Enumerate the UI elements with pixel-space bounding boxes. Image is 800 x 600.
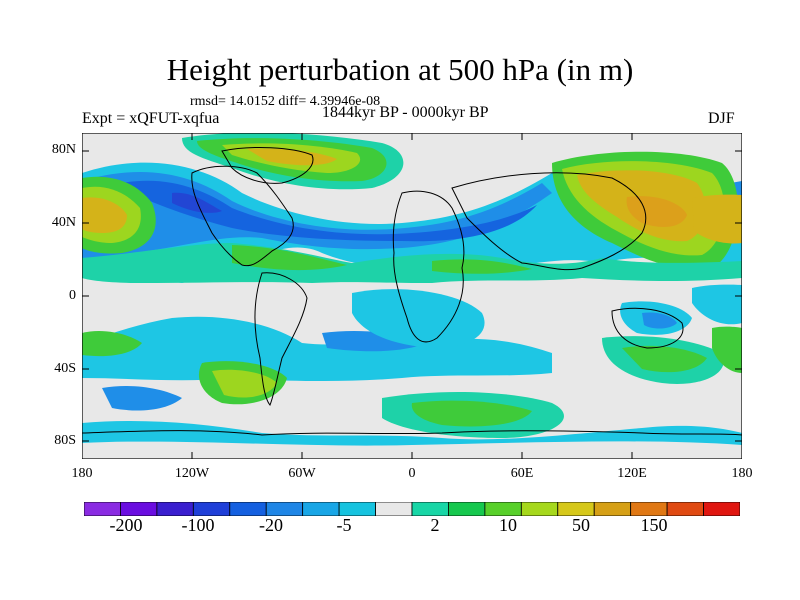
indian-ocean-negative <box>352 289 485 348</box>
axis-ticks <box>82 133 742 459</box>
colorbar-box <box>666 502 704 516</box>
colorbar-label-50: 50 <box>572 515 590 535</box>
south-pacific-positive <box>82 331 142 357</box>
contour-fields <box>82 133 742 459</box>
lat-label-0: 0 <box>69 288 76 303</box>
lon-label-180-west: 180 <box>71 466 93 481</box>
colorbar-label-2: 2 <box>430 515 440 535</box>
south-america-coast <box>254 272 308 406</box>
colorbar-box <box>120 502 158 516</box>
colorbar-label-neg5: -5 <box>336 515 352 535</box>
lon-label-120w: 120W <box>174 466 210 481</box>
colorbar-box <box>411 502 449 516</box>
experiment-label: Expt = xQFUT-xqfua <box>82 110 220 127</box>
australia-negative-core <box>642 312 677 329</box>
australia-coast <box>611 307 684 349</box>
colorbar-box <box>156 502 194 516</box>
antarctica-coast <box>82 430 742 436</box>
coastlines <box>82 147 742 436</box>
lat-label-40s: 40S <box>54 361 76 376</box>
colorbar-box <box>302 502 340 516</box>
colorbar-box <box>338 502 376 516</box>
colorbar-box <box>229 502 267 516</box>
lat-label-80s: 80S <box>54 433 76 448</box>
antarctic-neutral <box>82 441 742 459</box>
colorbar-label-neg20: -20 <box>259 515 283 535</box>
colorbar-box <box>630 502 668 516</box>
colorbar-label-150: 150 <box>640 515 668 535</box>
colorbar <box>84 502 740 516</box>
south-negative-band <box>82 316 552 382</box>
north-america-coast <box>191 165 294 267</box>
lat-label-40n: 40N <box>51 215 76 230</box>
greenland-positive-peak <box>247 148 337 166</box>
colorbar-box <box>484 502 522 516</box>
tropical-positive-core <box>232 245 532 274</box>
npacific-far-east-positive <box>692 194 742 244</box>
npacific-west-positive-core <box>82 197 127 233</box>
lon-label-180-east: 180 <box>731 466 753 481</box>
colorbar-label-neg200: -200 <box>109 515 143 535</box>
colorbar-box <box>192 502 231 516</box>
colorbar-box <box>593 502 632 516</box>
east-pacific-negative <box>692 284 742 325</box>
lon-label-60e: 60E <box>510 466 534 481</box>
colorbar-box <box>375 502 413 516</box>
east-pacific-south-positive <box>712 326 742 373</box>
colorbar-box <box>520 502 559 516</box>
lat-label-80n: 80N <box>51 142 76 157</box>
colorbar-box <box>448 502 486 516</box>
europe-africa-coast <box>392 190 465 343</box>
colorbar-boxes <box>84 502 740 516</box>
south-atlantic-positive <box>212 369 277 398</box>
colorbar-label-neg100: -100 <box>181 515 215 535</box>
period-label: 1844kyr BP - 0000kyr BP <box>322 104 489 121</box>
rmsd-diff-stats: rmsd= 14.0152 diff= 4.39946e-08 <box>190 94 381 109</box>
east-indian-positive-core <box>622 345 707 373</box>
colorbar-box <box>703 502 740 516</box>
season-label: DJF <box>708 110 735 127</box>
greenland-coast <box>221 147 314 184</box>
height-perturbation-map <box>82 133 742 459</box>
colorbar-box <box>557 502 595 516</box>
asia-coast <box>451 172 647 271</box>
north-negative-band <box>82 171 742 258</box>
colorbar-box <box>84 502 121 516</box>
plot-title: Height perturbation at 500 hPa (in m) <box>166 52 634 87</box>
colorbar-box <box>265 502 304 516</box>
lon-label-120e: 120E <box>617 466 647 481</box>
lon-label-60w: 60W <box>288 466 316 481</box>
colorbar-label-10: 10 <box>499 515 517 535</box>
southern-ocean-positive-core <box>411 400 532 427</box>
lon-label-0: 0 <box>408 466 416 481</box>
